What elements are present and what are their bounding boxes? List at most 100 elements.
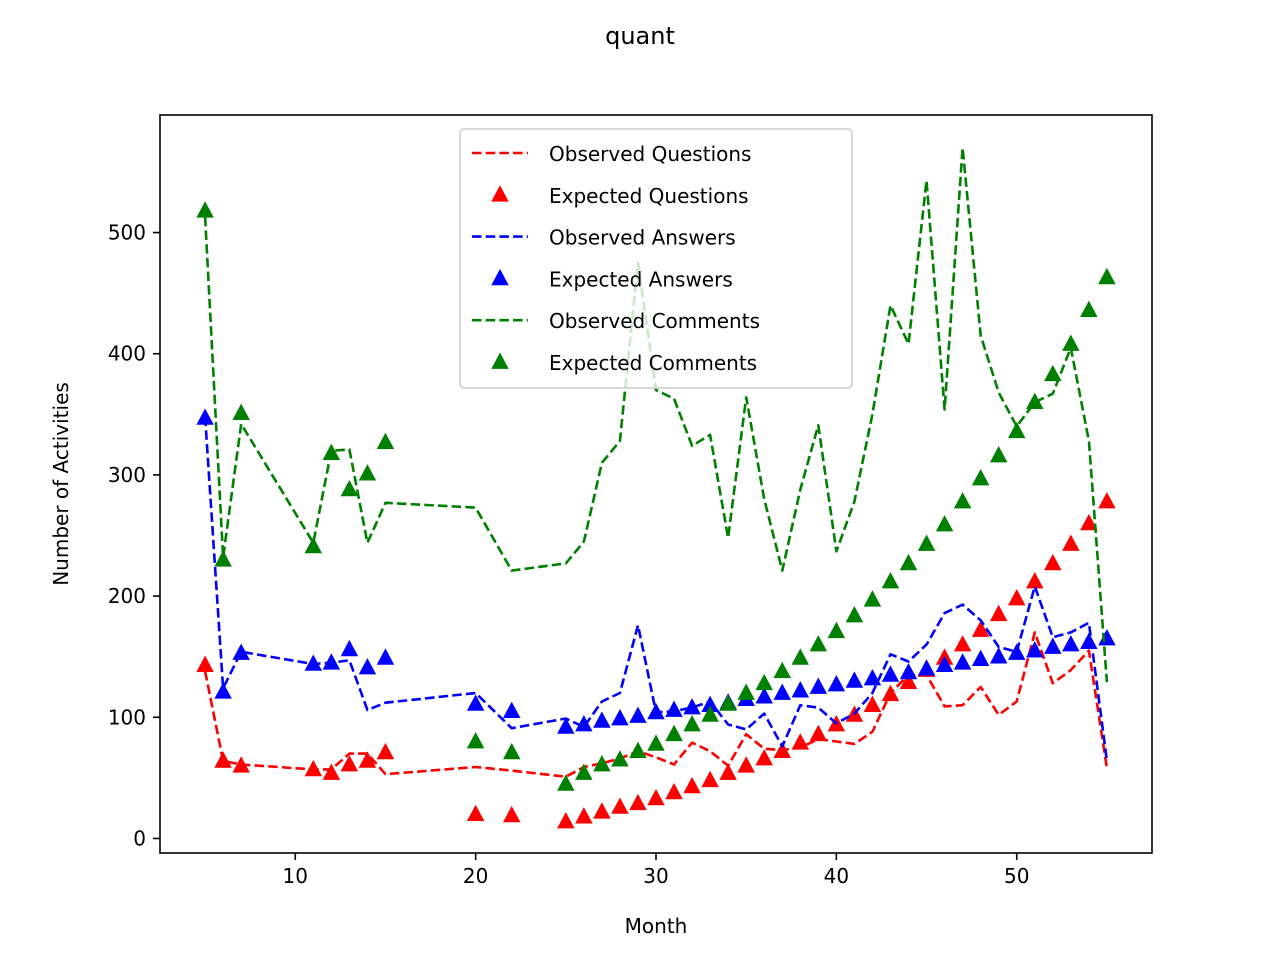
- data-point-expected-answers: [1098, 629, 1116, 646]
- data-point-expected-questions: [1062, 534, 1080, 551]
- legend-label: Observed Comments: [549, 309, 760, 333]
- data-point-expected-questions: [322, 763, 341, 780]
- series-line-observed-answers: [203, 416, 1109, 762]
- data-point-expected-comments: [196, 201, 214, 218]
- data-point-expected-answers: [665, 700, 683, 717]
- data-point-expected-questions: [755, 748, 773, 766]
- data-point-expected-comments: [629, 741, 647, 759]
- data-point-expected-questions: [466, 804, 485, 822]
- data-point-expected-answers: [376, 648, 395, 665]
- data-point-expected-comments: [1044, 364, 1062, 382]
- data-point-expected-questions: [1007, 589, 1026, 606]
- y-tick-label: 200: [108, 584, 146, 608]
- data-point-expected-answers: [755, 687, 773, 704]
- data-point-expected-comments: [611, 750, 629, 767]
- legend-swatch-marker: [491, 352, 509, 369]
- data-point-expected-questions: [881, 684, 900, 702]
- series-observed-questions: [203, 631, 1109, 778]
- data-point-expected-comments: [827, 621, 846, 639]
- data-point-expected-comments: [304, 536, 323, 554]
- data-point-expected-answers: [196, 408, 214, 425]
- series-observed-answers: [203, 416, 1109, 762]
- y-tick-label: 400: [108, 342, 146, 366]
- data-point-expected-comments: [1062, 334, 1080, 351]
- legend-item-expected-questions: Expected Questions: [491, 184, 749, 208]
- data-point-expected-questions: [214, 751, 232, 768]
- data-point-expected-comments: [953, 492, 972, 509]
- data-point-expected-comments: [557, 774, 575, 791]
- data-point-expected-answers: [971, 649, 990, 666]
- data-point-expected-answers: [953, 653, 972, 670]
- data-point-expected-questions: [196, 655, 214, 673]
- data-point-expected-questions: [575, 807, 593, 824]
- plot-area: [196, 146, 1116, 829]
- data-point-expected-comments: [719, 694, 737, 711]
- x-tick-label: 40: [824, 864, 849, 888]
- legend-swatch-marker: [491, 268, 509, 286]
- data-point-expected-questions: [809, 724, 828, 742]
- data-point-expected-comments: [502, 742, 521, 760]
- legend-item-observed-comments: Observed Comments: [472, 309, 760, 333]
- data-point-expected-questions: [629, 793, 647, 811]
- data-point-expected-comments: [881, 572, 900, 589]
- data-point-expected-questions: [953, 635, 972, 652]
- data-point-expected-comments: [1080, 300, 1098, 317]
- series-expected-answers: [196, 408, 1116, 734]
- data-point-expected-questions: [1080, 513, 1098, 531]
- data-point-expected-answers: [881, 665, 900, 682]
- data-point-expected-answers: [791, 681, 810, 698]
- data-point-expected-answers: [935, 655, 954, 673]
- data-point-expected-comments: [665, 724, 683, 742]
- series-expected-questions: [196, 492, 1116, 829]
- data-point-expected-comments: [214, 550, 232, 567]
- data-point-expected-comments: [989, 446, 1008, 463]
- data-point-expected-questions: [719, 763, 737, 780]
- y-tick-label: 500: [108, 221, 146, 245]
- data-point-expected-answers: [863, 668, 882, 686]
- data-point-expected-questions: [665, 782, 683, 800]
- data-point-expected-comments: [232, 403, 250, 420]
- data-point-expected-questions: [683, 776, 701, 794]
- series-expected-comments: [196, 201, 1116, 791]
- data-point-expected-answers: [322, 653, 341, 670]
- data-point-expected-answers: [683, 698, 701, 715]
- data-point-expected-answers: [1007, 643, 1026, 660]
- data-point-expected-comments: [773, 661, 791, 679]
- data-point-expected-comments: [863, 590, 882, 607]
- y-axis-label: Number of Activities: [49, 382, 73, 586]
- y-tick-label: 300: [108, 463, 146, 487]
- data-point-expected-comments: [575, 763, 593, 780]
- data-point-expected-comments: [647, 734, 665, 751]
- legend-label: Expected Questions: [549, 184, 749, 208]
- data-point-expected-comments: [340, 479, 359, 497]
- data-point-expected-questions: [899, 672, 918, 689]
- data-point-expected-answers: [214, 682, 232, 699]
- legend-label: Expected Answers: [549, 267, 733, 291]
- data-point-expected-questions: [232, 756, 250, 773]
- data-point-expected-comments: [737, 683, 755, 700]
- data-point-expected-answers: [1080, 632, 1098, 649]
- data-point-expected-comments: [1098, 267, 1116, 285]
- legend-label: Observed Answers: [549, 226, 736, 250]
- legend-item-observed-questions: Observed Questions: [472, 142, 751, 166]
- data-point-expected-questions: [647, 788, 665, 806]
- data-point-expected-questions: [1026, 572, 1044, 589]
- data-point-expected-questions: [971, 620, 990, 637]
- legend-label: Expected Comments: [549, 351, 757, 375]
- data-point-expected-questions: [1044, 553, 1062, 571]
- data-point-expected-comments: [917, 534, 936, 551]
- data-point-expected-answers: [989, 647, 1008, 664]
- chart-title: quant: [605, 22, 675, 50]
- data-point-expected-answers: [899, 662, 918, 680]
- data-point-expected-questions: [1098, 492, 1116, 509]
- data-point-expected-answers: [917, 659, 936, 676]
- x-axis-label: Month: [625, 914, 688, 938]
- data-point-expected-questions: [863, 695, 882, 712]
- legend-swatch-marker: [491, 185, 509, 202]
- data-point-expected-questions: [376, 742, 395, 760]
- data-point-expected-answers: [575, 715, 593, 732]
- data-point-expected-questions: [737, 756, 755, 773]
- data-point-expected-comments: [593, 755, 611, 772]
- data-point-expected-answers: [1062, 635, 1080, 652]
